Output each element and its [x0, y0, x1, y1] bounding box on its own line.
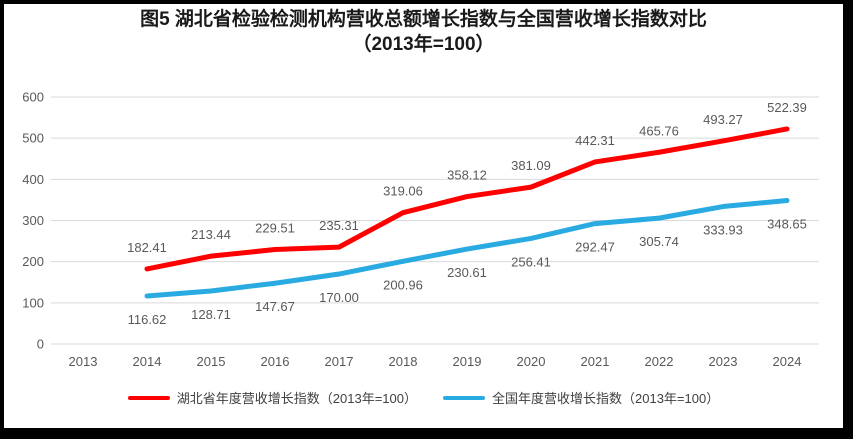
x-axis-tick-label: 2023: [709, 354, 738, 369]
x-axis-tick-label: 2022: [645, 354, 674, 369]
x-axis-tick-label: 2016: [261, 354, 290, 369]
y-axis-tick-label: 500: [22, 131, 44, 146]
y-axis-tick-label: 200: [22, 254, 44, 269]
y-axis-tick-label: 0: [37, 337, 44, 352]
data-label: 230.61: [447, 265, 487, 280]
x-axis-tick-label: 2020: [517, 354, 546, 369]
data-label: 147.67: [255, 299, 295, 314]
x-axis-tick-label: 2018: [389, 354, 418, 369]
chart-title-line1: 图5 湖北省检验检测机构营收总额增长指数与全国营收增长指数对比: [140, 9, 707, 30]
data-label: 465.76: [639, 123, 679, 138]
series-line: [144, 197, 790, 299]
x-axis-tick-label: 2021: [581, 354, 610, 369]
chart-title: 图5 湖北省检验检测机构营收总额增长指数与全国营收增长指数对比 （2013年=1…: [4, 7, 843, 57]
data-label: 348.65: [767, 216, 807, 231]
data-label: 128.71: [191, 307, 231, 322]
data-label: 235.31: [319, 218, 359, 233]
y-axis-tick-label: 400: [22, 172, 44, 187]
legend-item-hubei: 湖北省年度营收增长指数（2013年=100）: [127, 388, 417, 407]
data-label: 256.41: [511, 254, 551, 269]
line-chart-plot-area: 0 100 200 300 400 500 600 2013 2014 2015 2016 2017 2…: [22, 90, 819, 369]
x-axis-tick-label: 2015: [197, 354, 226, 369]
y-axis-tick-label: 300: [22, 213, 44, 228]
data-label: 170.00: [319, 290, 359, 305]
y-axis-tick-label: 100: [22, 295, 44, 310]
data-label: 333.93: [703, 223, 743, 238]
chart-legend: 湖北省年度营收增长指数（2013年=100） 全国年度营收增长指数（2013年=…: [4, 388, 843, 407]
x-axis-tick-label: 2013: [69, 354, 98, 369]
series-line: [144, 126, 790, 272]
data-label: 493.27: [703, 112, 743, 127]
data-label: 182.41: [127, 240, 167, 255]
data-label: 358.12: [447, 168, 487, 183]
data-label: 200.96: [383, 277, 423, 292]
x-axis-tick-label: 2014: [133, 354, 162, 369]
chart-canvas: 图5 湖北省检验检测机构营收总额增长指数与全国营收增长指数对比 （2013年=1…: [4, 4, 843, 428]
data-label: 292.47: [575, 240, 615, 255]
national-series-label: 全国年度营收增长指数（2013年=100）: [492, 391, 720, 406]
data-label: 522.39: [767, 100, 807, 115]
x-axis-tick-label: 2017: [325, 354, 354, 369]
data-label: 213.44: [191, 227, 231, 242]
x-axis-tick-label: 2024: [773, 354, 802, 369]
chart-title-line2: （2013年=100）: [352, 34, 495, 55]
hubei-series-label: 湖北省年度营收增长指数（2013年=100）: [176, 391, 417, 406]
y-axis-tick-label: 600: [22, 90, 44, 105]
legend-item-national: 全国年度营收增长指数（2013年=100）: [443, 388, 719, 407]
data-label: 116.62: [128, 312, 167, 327]
data-label: 381.09: [511, 158, 551, 173]
data-label: 229.51: [255, 221, 295, 236]
data-label: 319.06: [383, 184, 423, 199]
data-label: 305.74: [639, 234, 679, 249]
data-label: 442.31: [575, 133, 615, 148]
national-series-swatch: [443, 395, 485, 400]
x-axis-tick-label: 2019: [453, 354, 482, 369]
hubei-series-swatch: [127, 395, 170, 400]
